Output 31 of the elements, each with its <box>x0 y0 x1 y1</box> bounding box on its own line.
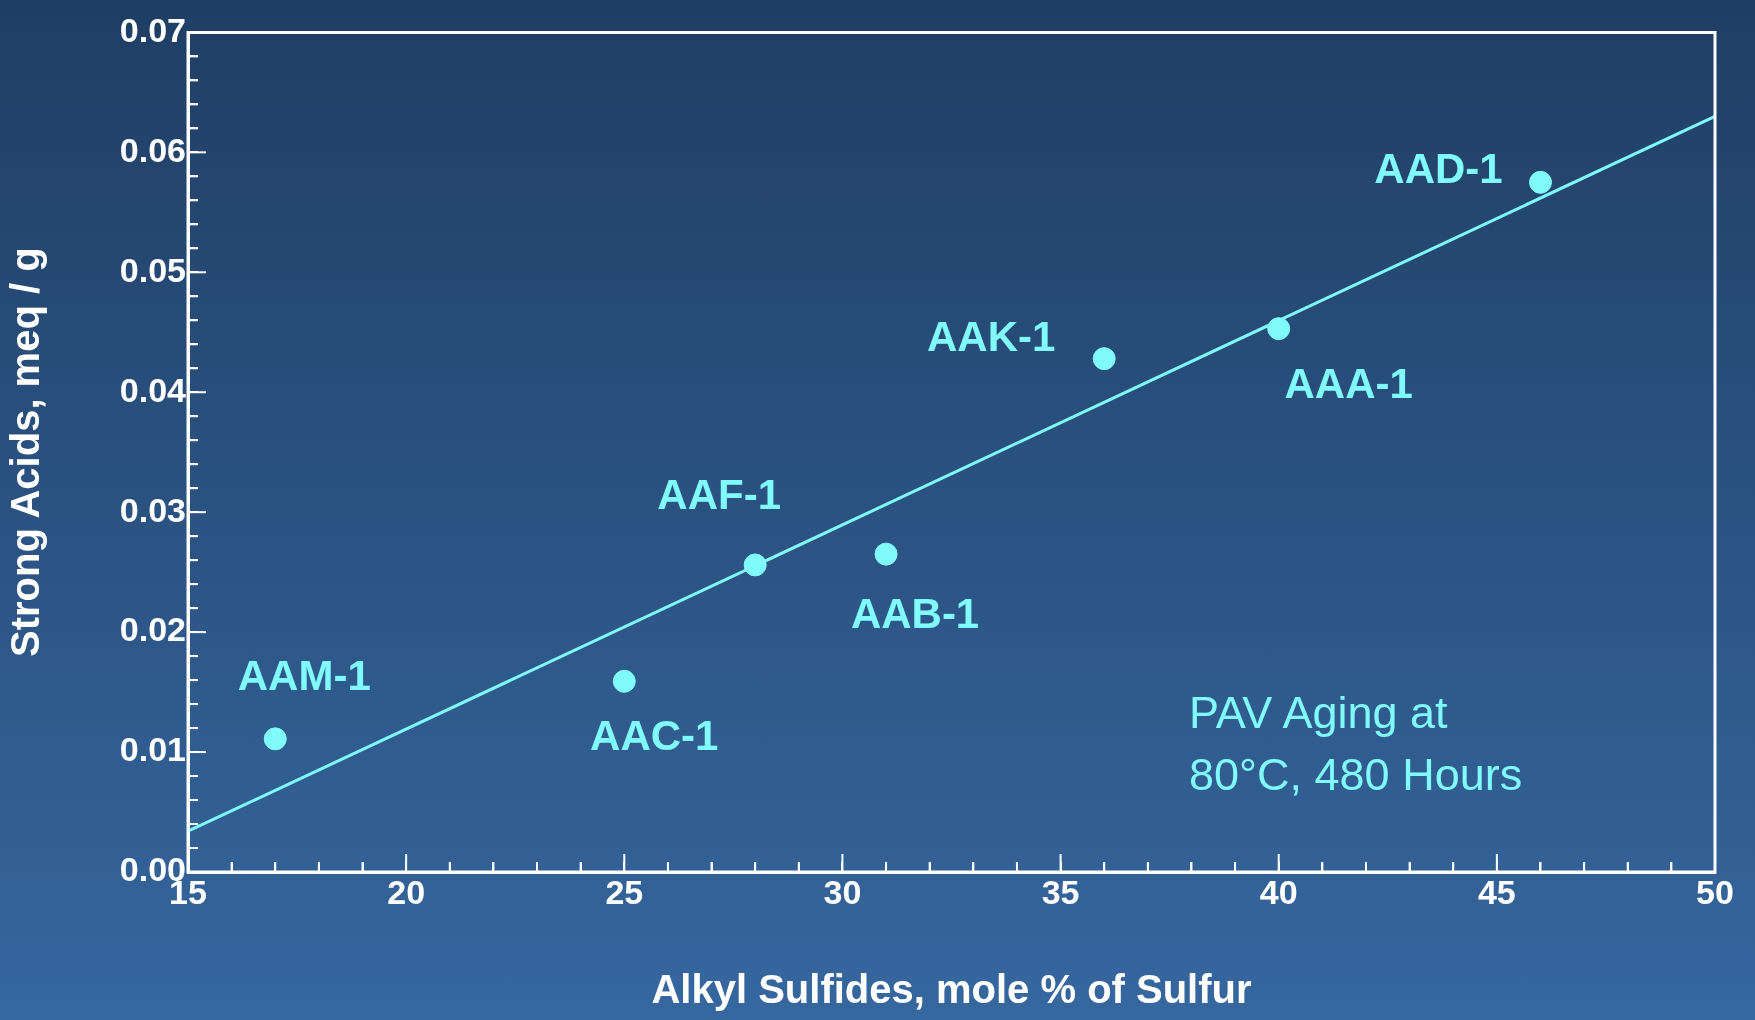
annotation: AAA-1 <box>1284 360 1413 408</box>
x-tick-label: 20 <box>387 872 426 911</box>
point <box>263 727 287 751</box>
annotation: PAV Aging at 80°C, 480 Hours <box>1189 686 1523 802</box>
y-tick-label: 0.05 <box>119 250 186 289</box>
y-tick-label: 0.01 <box>119 730 186 769</box>
x-tick-label: 45 <box>1477 872 1516 911</box>
y-axis-title: Strong Acids, meq / g <box>3 247 48 658</box>
y-tick-label: 0.07 <box>119 10 186 49</box>
x-tick-label: 30 <box>823 872 862 911</box>
x-tick-label: 25 <box>605 872 644 911</box>
annotation: AAB-1 <box>850 589 980 637</box>
y-tick-label: 0.02 <box>119 610 186 649</box>
point <box>1267 317 1291 341</box>
x-tick-label: 50 <box>1696 872 1734 911</box>
point <box>1528 170 1552 194</box>
y-tick-label: 0.03 <box>119 490 186 529</box>
point <box>874 542 898 566</box>
x-axis-title: Alkyl Sulfides, mole % of Sulfur <box>651 967 1252 1012</box>
y-tick-label: 0.06 <box>119 130 186 169</box>
annotation: AAK-1 <box>927 313 1056 361</box>
x-tick-label: 35 <box>1041 872 1080 911</box>
annotation: AAD-1 <box>1374 144 1503 192</box>
point <box>743 553 767 577</box>
x-tick-label: 40 <box>1259 872 1298 911</box>
annotation: AAF-1 <box>657 470 782 518</box>
annotation: AAM-1 <box>237 652 371 700</box>
y-tick-label: 0.04 <box>119 370 187 409</box>
point <box>1092 347 1116 371</box>
annotation: AAC-1 <box>590 711 719 759</box>
point <box>612 669 636 693</box>
